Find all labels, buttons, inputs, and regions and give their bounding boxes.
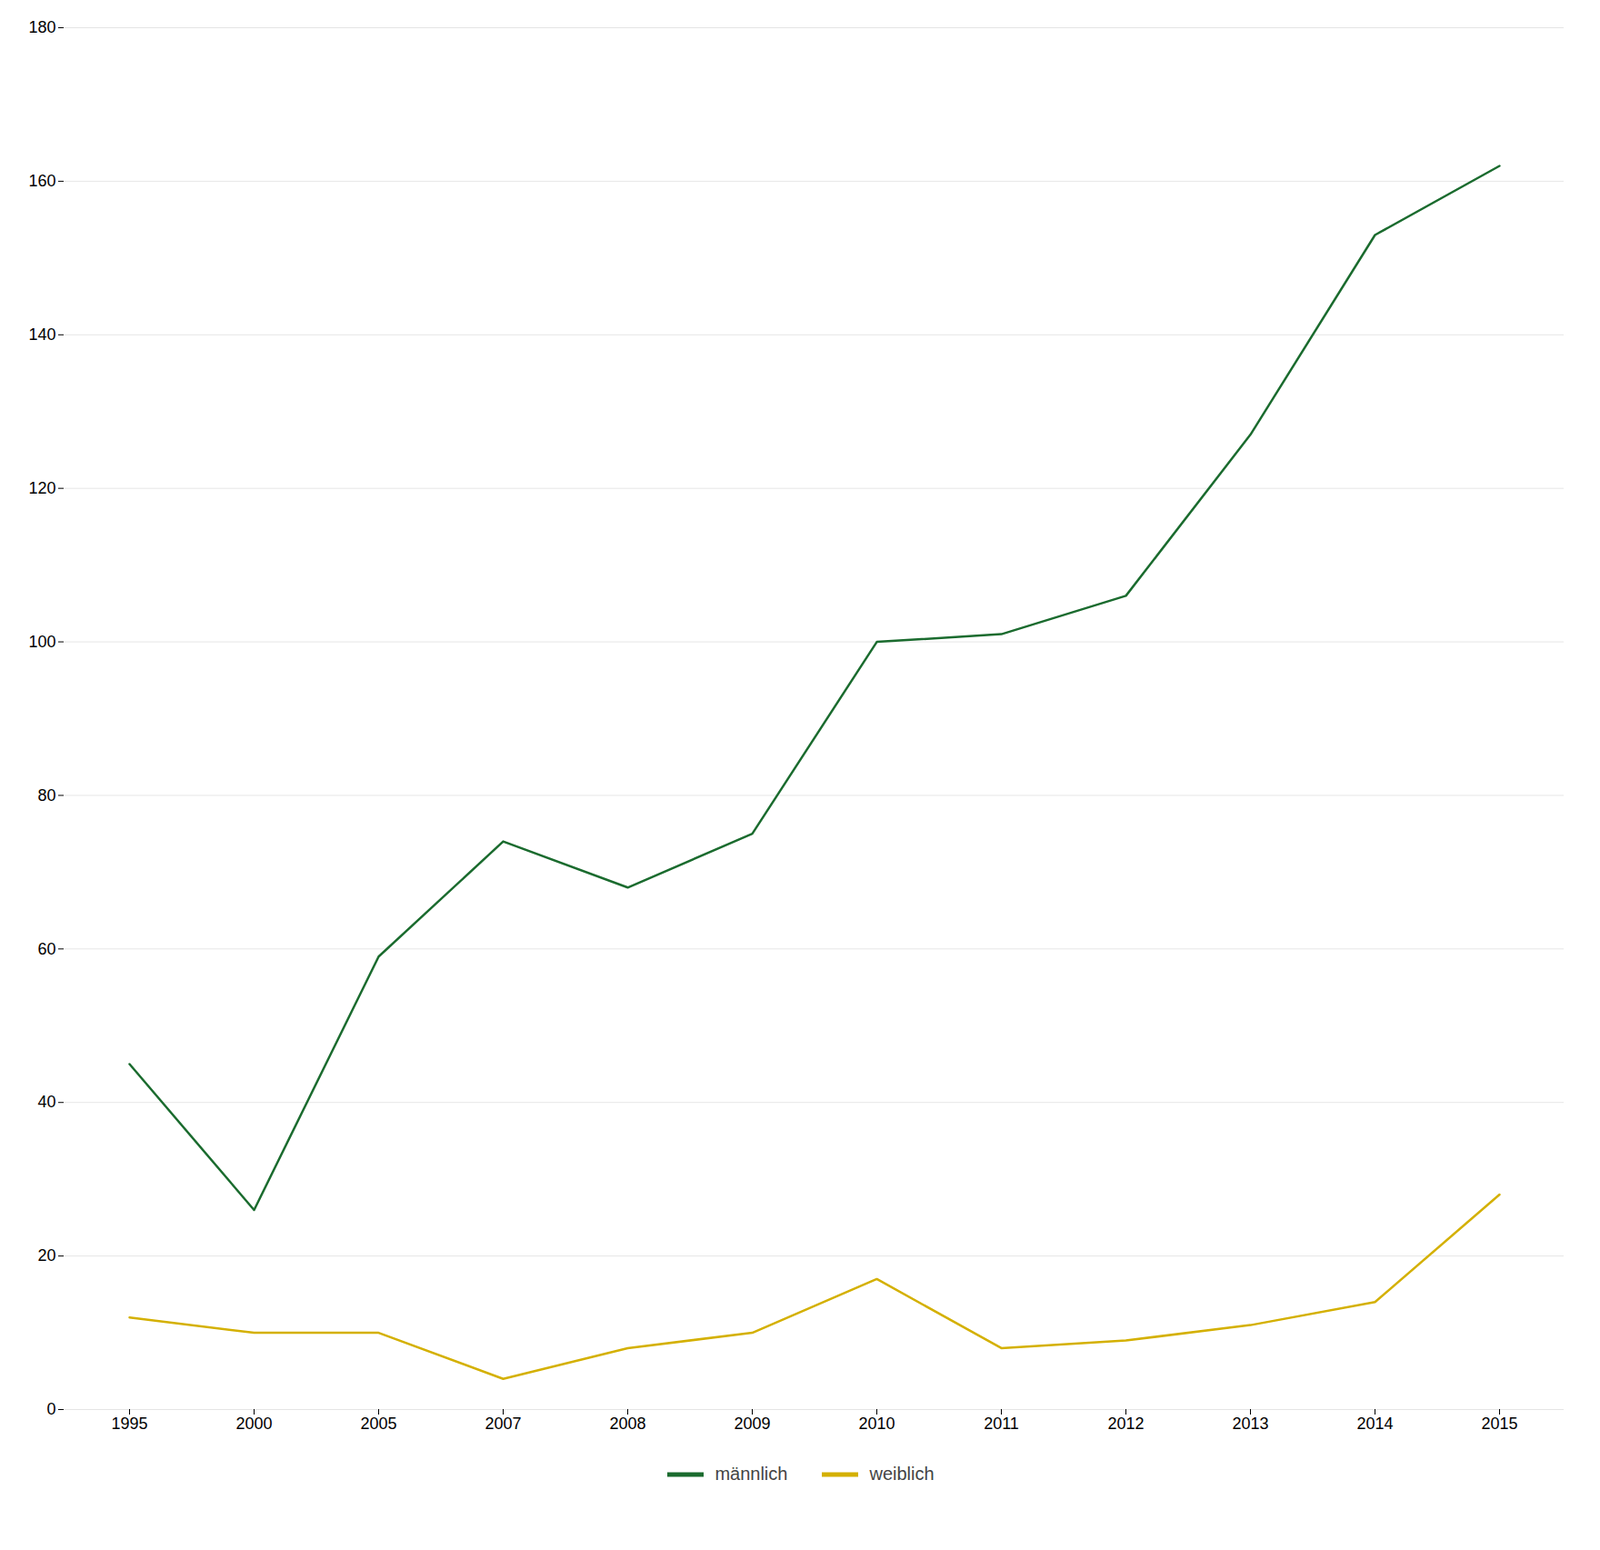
svg-text:2013: 2013: [1231, 1414, 1269, 1433]
svg-text:120: 120: [28, 479, 56, 498]
svg-text:2005: 2005: [360, 1414, 397, 1433]
svg-text:2008: 2008: [609, 1414, 646, 1433]
svg-text:100: 100: [28, 632, 56, 651]
svg-text:2010: 2010: [858, 1414, 895, 1433]
svg-text:2007: 2007: [484, 1414, 521, 1433]
svg-text:160: 160: [28, 171, 56, 190]
svg-text:2014: 2014: [1356, 1414, 1393, 1433]
svg-text:140: 140: [28, 325, 56, 344]
svg-text:180: 180: [28, 18, 56, 37]
svg-text:60: 60: [37, 940, 56, 959]
svg-text:2000: 2000: [235, 1414, 272, 1433]
svg-text:20: 20: [37, 1246, 56, 1265]
svg-text:0: 0: [46, 1400, 56, 1419]
svg-text:40: 40: [37, 1092, 56, 1111]
svg-text:80: 80: [37, 786, 56, 805]
html-text:männlich: männlich: [714, 1463, 788, 1484]
svg-text:2012: 2012: [1107, 1414, 1144, 1433]
svg-text:1995: 1995: [110, 1414, 148, 1433]
svg-text:2011: 2011: [983, 1414, 1020, 1433]
html-text:weiblich: weiblich: [869, 1463, 935, 1484]
svg-text:2015: 2015: [1480, 1414, 1518, 1433]
svg-text:2009: 2009: [733, 1414, 770, 1433]
